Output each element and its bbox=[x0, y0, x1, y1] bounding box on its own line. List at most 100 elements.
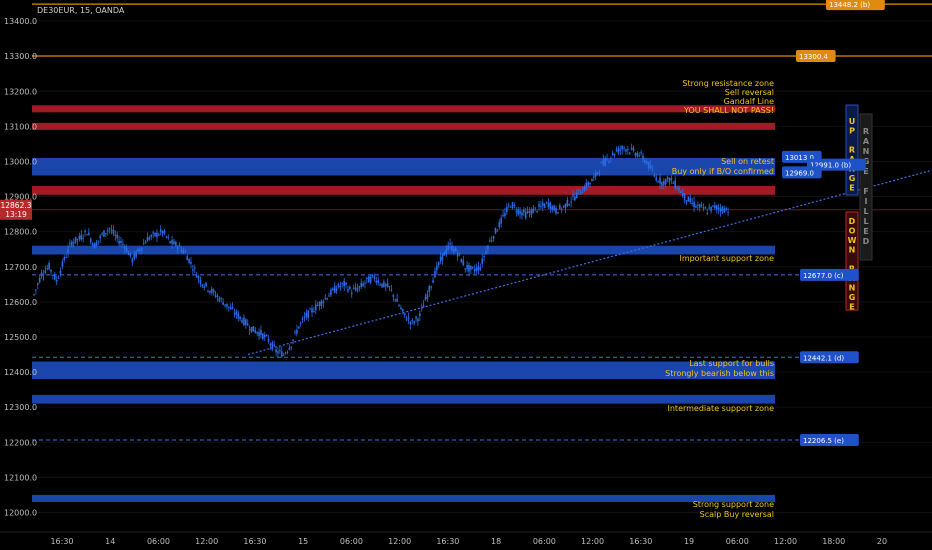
candle-body bbox=[576, 192, 578, 199]
candle-body bbox=[110, 229, 113, 231]
price-tick-label: 12900.0 bbox=[4, 193, 37, 202]
up-range-label: E bbox=[849, 184, 854, 193]
candle-body bbox=[727, 211, 729, 213]
candle-body bbox=[290, 346, 293, 348]
candle-body bbox=[490, 240, 493, 242]
candle-body bbox=[318, 301, 321, 307]
candle-body bbox=[566, 199, 569, 207]
annotation-line1: Strong support zone bbox=[693, 500, 774, 509]
price-tick-label: 12800.0 bbox=[4, 228, 37, 237]
candle-body bbox=[256, 331, 258, 334]
candle-body bbox=[212, 290, 215, 292]
candle-body bbox=[683, 193, 686, 200]
candle-body bbox=[670, 178, 673, 181]
candle-body bbox=[349, 286, 351, 290]
annotation-line1: Strong resistance zone bbox=[682, 79, 774, 88]
candle-body bbox=[685, 200, 688, 202]
candle-body bbox=[311, 308, 313, 313]
candle-body bbox=[494, 228, 497, 234]
candle-body bbox=[341, 282, 344, 284]
candle-body bbox=[383, 281, 385, 287]
candle-body bbox=[625, 149, 627, 152]
candle-body bbox=[343, 280, 345, 287]
candle-body bbox=[146, 236, 149, 242]
candle-body bbox=[320, 300, 323, 306]
candle-body bbox=[511, 202, 514, 209]
candle-body bbox=[294, 331, 296, 333]
candle-body bbox=[447, 245, 449, 250]
candle-body bbox=[271, 342, 274, 350]
candle-body bbox=[315, 304, 317, 311]
candle-body bbox=[63, 257, 66, 261]
price-line-label-text: 12206.5 (e) bbox=[803, 437, 844, 445]
candle-body bbox=[163, 230, 166, 234]
candle-body bbox=[640, 152, 642, 154]
candle-body bbox=[392, 294, 395, 297]
candle-body bbox=[112, 229, 115, 234]
candle-body bbox=[371, 274, 374, 277]
candle-body bbox=[165, 236, 168, 238]
candle-body bbox=[106, 230, 109, 232]
time-tick-label: 06:00 bbox=[340, 537, 363, 546]
candle-body bbox=[367, 276, 370, 283]
candle-body bbox=[577, 189, 580, 191]
candle-body bbox=[231, 307, 234, 309]
candle-body bbox=[492, 236, 495, 239]
candle-body bbox=[405, 319, 408, 321]
candle-body bbox=[262, 333, 264, 339]
candle-body bbox=[57, 277, 60, 279]
candle-body bbox=[558, 205, 561, 209]
candle-body bbox=[560, 208, 563, 210]
candle-body bbox=[687, 196, 690, 202]
candle-body bbox=[496, 230, 499, 232]
candle-body bbox=[611, 152, 614, 156]
candle-body bbox=[604, 158, 606, 166]
candle-body bbox=[350, 292, 353, 295]
up-range-label: U bbox=[849, 117, 856, 126]
price-tick-label: 12600.0 bbox=[4, 298, 37, 307]
candle-body bbox=[105, 233, 107, 235]
candle-body bbox=[555, 207, 557, 214]
annotation-line2: Sell reversal bbox=[725, 88, 774, 97]
candle-body bbox=[176, 246, 179, 250]
candle-body bbox=[303, 316, 306, 318]
candle-body bbox=[628, 152, 631, 154]
candle-body bbox=[445, 248, 448, 254]
candle-body bbox=[313, 311, 315, 313]
candle-body bbox=[608, 161, 610, 163]
candle-body bbox=[390, 289, 393, 291]
candle-body bbox=[118, 240, 120, 244]
price-line-label-text: 12969.0 bbox=[785, 169, 814, 177]
candle-body bbox=[715, 205, 718, 210]
candle-body bbox=[195, 275, 198, 278]
price-line-label bbox=[796, 50, 836, 63]
price-tick-label: 12700.0 bbox=[4, 263, 37, 272]
candle-body bbox=[719, 208, 722, 212]
candle-body bbox=[44, 270, 47, 274]
candle-body bbox=[483, 255, 485, 257]
time-tick-label: 06:00 bbox=[147, 537, 170, 546]
candle-body bbox=[52, 274, 54, 276]
candle-body bbox=[489, 240, 491, 242]
candle-body bbox=[186, 256, 188, 261]
candle-body bbox=[207, 290, 209, 292]
time-tick-label: 12:00 bbox=[774, 537, 797, 546]
time-tick-label: 20 bbox=[877, 537, 887, 546]
candle-body bbox=[615, 149, 618, 151]
candle-body bbox=[91, 243, 94, 246]
candle-body bbox=[322, 301, 325, 304]
candle-body bbox=[125, 247, 128, 252]
candle-body bbox=[362, 283, 364, 287]
candle-body bbox=[549, 202, 552, 210]
candle-body bbox=[86, 234, 88, 236]
candle-body bbox=[280, 351, 283, 358]
range-filled-label: L bbox=[863, 217, 868, 226]
candle-body bbox=[330, 289, 332, 296]
candle-body bbox=[141, 247, 143, 251]
candle-body bbox=[356, 288, 359, 292]
candle-body bbox=[74, 236, 77, 243]
candle-body bbox=[596, 172, 599, 174]
